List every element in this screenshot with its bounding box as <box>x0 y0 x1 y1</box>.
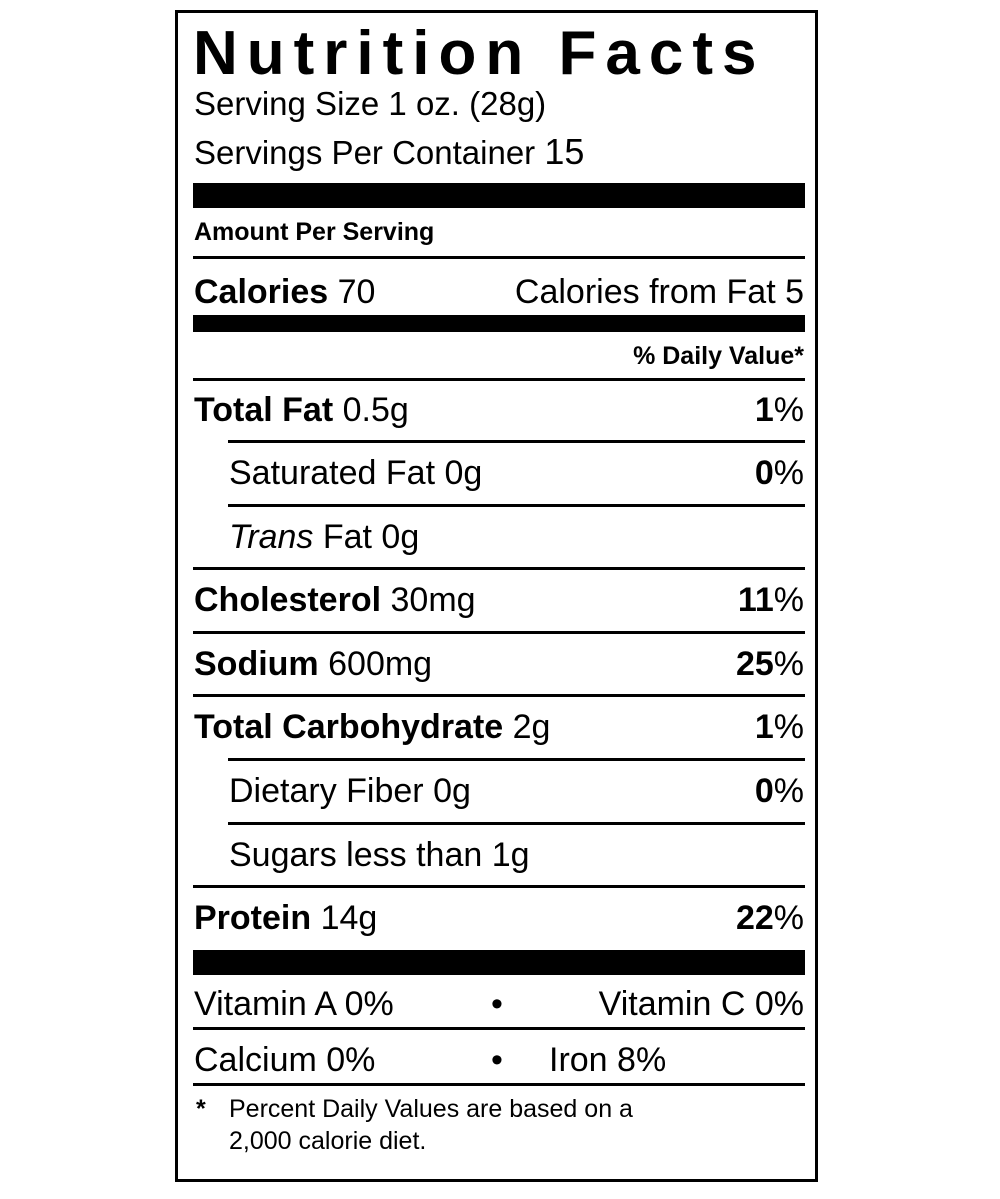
divider <box>193 1083 805 1086</box>
divider <box>228 758 805 761</box>
vitamin-c: Vitamin C 0% <box>598 985 804 1023</box>
nutrient-amount: 14g <box>320 899 378 937</box>
nutrient-amount: 0g <box>433 772 471 810</box>
servings-per-container-value: 15 <box>544 131 585 172</box>
divider <box>193 885 805 888</box>
nutrient-row-sodium: Sodium 600mg 25% <box>194 644 804 684</box>
divider <box>193 256 805 259</box>
nutrient-name: Total Fat <box>194 391 334 429</box>
nutrient-amount: 0g <box>444 454 483 492</box>
serving-size: Serving Size 1 oz. (28g) <box>194 85 547 122</box>
bullet-separator: • <box>491 985 503 1023</box>
percent-sign: % <box>773 899 804 937</box>
medium-divider <box>193 315 805 332</box>
nutrient-row-trans-fat: Trans Fat 0g <box>229 517 804 557</box>
nutrient-amount: 1g <box>491 836 530 874</box>
nutrient-amount: 2g <box>512 708 551 746</box>
percent-sign: % <box>773 708 804 746</box>
nutrient-row-cholesterol: Cholesterol 30mg 11% <box>194 580 804 620</box>
nutrient-name: Cholesterol <box>194 581 382 619</box>
divider <box>228 504 805 507</box>
nutrient-amount: 30mg <box>390 581 476 619</box>
calcium: Calcium 0% <box>194 1041 376 1079</box>
nutrient-row-total-carbohydrate: Total Carbohydrate 2g 1% <box>194 707 804 747</box>
daily-value-header: % Daily Value* <box>633 342 804 370</box>
label-title: Nutrition Facts <box>193 19 766 88</box>
divider <box>193 694 805 697</box>
nutrient-name: Total Carbohydrate <box>194 708 504 746</box>
percent-sign: % <box>773 454 804 492</box>
calories-from-fat: Calories from Fat 5 <box>514 273 804 311</box>
divider <box>193 378 805 381</box>
daily-value-number: 0 <box>754 454 774 492</box>
daily-value-number: 1 <box>754 391 774 429</box>
iron: Iron 8% <box>549 1041 667 1079</box>
nutrient-name: Dietary Fiber <box>229 772 424 810</box>
daily-value-number: 22 <box>735 899 774 937</box>
nutrient-name: Fat <box>322 518 372 556</box>
percent-sign: % <box>773 581 804 619</box>
nutrient-amount: 0g <box>381 518 420 556</box>
daily-value-percent: 11% <box>738 580 804 620</box>
nutrient-name: Sodium <box>194 645 319 683</box>
nutrient-name: Saturated Fat <box>229 454 436 492</box>
daily-value-number: 1 <box>754 708 774 746</box>
thick-divider <box>193 183 805 208</box>
daily-value-percent: 22% <box>736 898 804 938</box>
daily-value-percent: 1% <box>755 707 804 747</box>
nutrient-row-saturated-fat: Saturated Fat 0g 0% <box>229 453 804 493</box>
servings-per-container: Servings Per Container 15 <box>194 132 584 173</box>
daily-value-number: 25 <box>735 645 774 683</box>
nutrition-facts-label <box>175 10 818 1182</box>
nutrient-name: Sugars less than <box>229 836 483 874</box>
divider <box>193 567 805 570</box>
daily-value-percent: 0% <box>755 453 804 493</box>
daily-value-percent: 25% <box>736 644 804 684</box>
nutrient-row-dietary-fiber: Dietary Fiber 0g 0% <box>229 771 804 811</box>
thick-divider <box>193 950 805 975</box>
nutrient-name: Protein <box>194 899 312 937</box>
nutrient-amount: 0.5g <box>342 391 409 429</box>
amount-per-serving: Amount Per Serving <box>194 218 435 246</box>
nutrient-amount: 600mg <box>328 645 433 683</box>
nutrient-row-total-fat: Total Fat 0.5g 1% <box>194 390 804 430</box>
calories-label: Calories <box>194 273 329 311</box>
divider <box>228 822 805 825</box>
nutrient-row-protein: Protein 14g 22% <box>194 898 804 938</box>
servings-per-container-label: Servings Per Container <box>194 134 536 171</box>
divider <box>193 1027 805 1030</box>
bullet-separator: • <box>491 1041 503 1079</box>
daily-value-number: 0 <box>754 772 774 810</box>
footnote-line-2: 2,000 calorie diet. <box>229 1127 427 1155</box>
vitamin-a: Vitamin A 0% <box>194 985 394 1023</box>
nutrient-row-sugars: Sugars less than 1g <box>229 835 804 875</box>
percent-sign: % <box>773 391 804 429</box>
percent-sign: % <box>773 645 804 683</box>
percent-sign: % <box>773 772 804 810</box>
calories-row: Calories 70 Calories from Fat 5 <box>194 272 804 312</box>
daily-value-percent: 1% <box>755 390 804 430</box>
divider <box>193 631 805 634</box>
footnote-star: * <box>196 1095 206 1123</box>
footnote-line-1: Percent Daily Values are based on a <box>229 1095 633 1123</box>
daily-value-number: 11 <box>737 581 774 619</box>
daily-value-percent: 0% <box>755 771 804 811</box>
divider <box>228 440 805 443</box>
nutrient-name-italic: Trans <box>229 518 314 556</box>
calories-value: 70 <box>337 273 376 311</box>
